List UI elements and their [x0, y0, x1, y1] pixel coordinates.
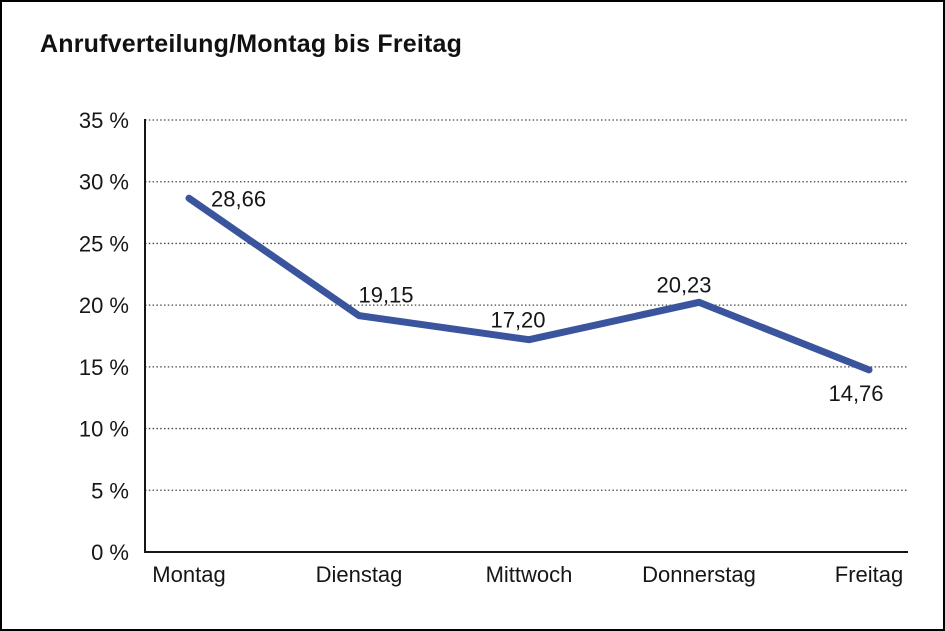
chart-title: Anrufverteilung/Montag bis Freitag	[40, 30, 463, 58]
y-tick-label: 15 %	[79, 355, 129, 380]
y-tick-label: 10 %	[79, 417, 129, 442]
y-tick-label: 30 %	[79, 170, 129, 195]
data-line	[185, 194, 873, 374]
data-label: 20,23	[656, 272, 711, 297]
y-tick-label: 5 %	[91, 478, 129, 503]
x-tick-label: Dienstag	[316, 562, 403, 587]
x-tick-label: Donnerstag	[642, 562, 756, 587]
data-label: 17,20	[490, 308, 545, 333]
y-tick-label: 35 %	[79, 108, 129, 133]
y-tick-label: 20 %	[79, 293, 129, 318]
x-tick-label: Mittwoch	[486, 562, 573, 587]
x-tick-label: Freitag	[835, 562, 903, 587]
data-label: 28,66	[211, 186, 266, 211]
x-tick-label: Montag	[152, 562, 225, 587]
data-label: 19,15	[358, 283, 413, 308]
data-label: 14,76	[828, 381, 883, 406]
y-tick-label: 0 %	[91, 540, 129, 565]
y-tick-label: 25 %	[79, 231, 129, 256]
